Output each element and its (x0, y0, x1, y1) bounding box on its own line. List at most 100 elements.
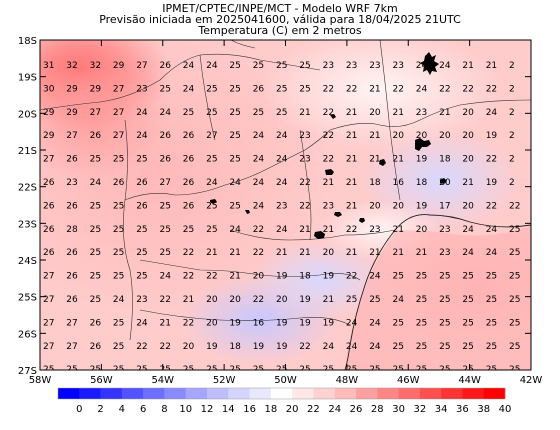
grid-value: 20 (462, 131, 474, 141)
colorbar-swatch (334, 388, 357, 399)
colorbar-label: 16 (243, 404, 256, 415)
grid-value: 25 (509, 225, 520, 235)
grid-value: 19 (299, 318, 311, 328)
grid-value: 24 (113, 295, 125, 305)
longitude-axis: 58W 56W 54W 52W 50W 48W 46W 44W 42W (29, 40, 542, 386)
grid-value: 25 (253, 108, 264, 118)
grid-value: 26 (183, 131, 195, 141)
grid-value: 27 (113, 84, 124, 94)
colorbar-swatch (58, 388, 80, 399)
grid-value: 22 (183, 248, 194, 258)
grid-value: 19 (323, 318, 335, 328)
lon-label: 50W (274, 375, 297, 386)
grid-value: 26 (183, 201, 195, 211)
grid-value: 24 (206, 61, 218, 71)
colorbar-label: 12 (201, 404, 214, 415)
grid-value: 23 (276, 201, 287, 211)
grid-value: 25 (90, 201, 101, 211)
grid-value: 20 (276, 295, 288, 305)
grid-value: 20 (439, 131, 451, 141)
grid-value: 21 (462, 178, 473, 188)
grid-value: 25 (416, 272, 427, 282)
grid-value: 22 (486, 155, 497, 165)
grid-value: 21 (229, 272, 240, 282)
grid-value: 21 (439, 108, 450, 118)
grid-value: 26 (66, 295, 78, 305)
grid-value: 25 (416, 342, 427, 352)
grid-value: 22 (183, 272, 194, 282)
grid-value: 20 (462, 108, 474, 118)
grid-value: 25 (393, 342, 404, 352)
grid-value: 27 (160, 178, 171, 188)
colorbar-swatch (143, 388, 165, 399)
grid-value: 20 (253, 272, 265, 282)
grid-value: 26 (90, 318, 102, 328)
grid-value: 24 (369, 342, 381, 352)
colorbar-label: 22 (307, 404, 320, 415)
grid-value: 24 (369, 272, 381, 282)
grid-value: 25 (439, 365, 450, 375)
grid-value: 22 (136, 342, 147, 352)
colorbar: 0 2 4 6 8 10 12 14 16 18 20 22 24 26 28 30 32 34 36 38 40 (57, 387, 511, 415)
grid-value: 25 (43, 365, 54, 375)
temperature-grid-values: 31 32 32 29 27 26 24 24 25 25 25 25 23 23 23 23 24 24 21 21… (43, 61, 520, 375)
colorbar-label: 14 (222, 404, 235, 415)
temperature-field: 31 32 32 29 27 26 24 24 25 25 25 25 23 23 23 23 24 24 21 21… (40, 40, 531, 375)
grid-value: 25 (136, 155, 147, 165)
grid-value: 25 (509, 342, 520, 352)
lat-label: 25S (18, 293, 37, 304)
grid-value: 21 (206, 248, 217, 258)
grid-value: 28 (66, 225, 78, 235)
grid-value: 25 (369, 365, 380, 375)
grid-value: 25 (183, 365, 194, 375)
grid-value: 22 (509, 201, 520, 211)
grid-value: 26 (136, 178, 148, 188)
grid-value: 25 (113, 225, 124, 235)
colorbar-swatch (164, 388, 187, 399)
grid-value: 22 (160, 295, 171, 305)
grid-value: 19 (416, 201, 428, 211)
grid-value: 23 (416, 108, 427, 118)
colorbar-label: 2 (97, 404, 103, 415)
grid-value: 25 (113, 365, 124, 375)
colorbar-swatch (249, 388, 272, 399)
grid-value: 26 (160, 61, 172, 71)
grid-value: 25 (509, 295, 520, 305)
lon-label: 54W (151, 375, 174, 386)
grid-value: 24 (253, 201, 265, 211)
lat-label: 18S (18, 36, 37, 47)
grid-value: 25 (393, 272, 404, 282)
grid-value: 22 (462, 84, 473, 94)
colorbar-label: 6 (140, 404, 146, 415)
grid-value: 25 (462, 272, 473, 282)
grid-value: 21 (323, 295, 334, 305)
grid-value: 25 (462, 295, 473, 305)
reservoirs (210, 52, 447, 239)
grid-value: 25 (416, 318, 427, 328)
lat-label: 19S (18, 73, 37, 84)
grid-value: 25 (136, 225, 147, 235)
grid-value: 2 (509, 61, 515, 71)
grid-value: 26 (90, 342, 102, 352)
grid-value: 18 (369, 178, 381, 188)
grid-value: 20 (369, 108, 381, 118)
grid-value: 24 (462, 225, 474, 235)
grid-value: 25 (113, 318, 124, 328)
title-line-1: IPMET/CPTEC/INPE/MCT - Modelo WRF 7km (162, 2, 398, 15)
grid-value: 24 (346, 318, 358, 328)
grid-value: 21 (369, 84, 380, 94)
colorbar-swatch (313, 388, 336, 399)
grid-value: 19 (229, 318, 241, 328)
colorbar-swatch (270, 388, 293, 399)
grid-value: 25 (439, 342, 450, 352)
colorbar-outline (57, 387, 506, 400)
grid-value: 25 (113, 248, 124, 258)
grid-value: 22 (253, 295, 264, 305)
grid-value: 26 (66, 248, 78, 258)
grid-value: 27 (206, 131, 217, 141)
grid-value: 24 (253, 155, 265, 165)
grid-value: 25 (509, 365, 520, 375)
grid-value: 27 (66, 342, 77, 352)
grid-value: 25 (113, 201, 124, 211)
grid-value: 25 (299, 61, 310, 71)
